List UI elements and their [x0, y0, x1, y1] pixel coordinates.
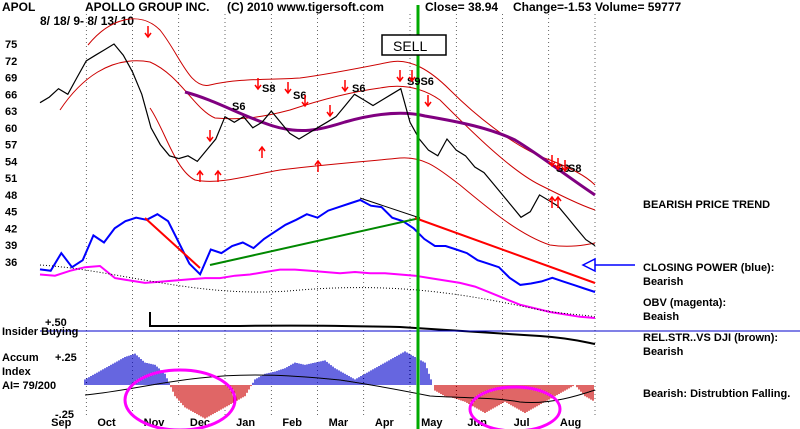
moving-average — [184, 90, 596, 197]
upper-band — [87, 18, 596, 186]
y-tick-label: 72 — [5, 56, 17, 68]
signal-s6: S6 — [352, 83, 365, 95]
closing-power-status: Bearish — [643, 276, 684, 288]
sell-arrowhead — [326, 111, 334, 118]
x-tick-label: Apr — [375, 417, 395, 429]
close-value: Close= 38.94 — [425, 0, 498, 14]
y-tick-label: 36 — [5, 257, 17, 269]
sell-arrowhead — [424, 101, 432, 108]
x-tick-label: Aug — [560, 417, 581, 429]
y-tick-label: 75 — [5, 39, 17, 51]
lower-band — [149, 107, 596, 247]
obv-note: OBV (magenta): — [643, 297, 726, 309]
sell-arrowhead — [144, 32, 152, 39]
sell-arrowhead — [284, 88, 292, 95]
relstr-note: REL.STR..VS DJI (brown): — [643, 332, 778, 344]
buy-arrowhead — [554, 195, 562, 202]
signal-s9s6: S9S6 — [407, 76, 434, 88]
closing-power-note: CLOSING POWER (blue): — [643, 262, 774, 274]
index-label: Index — [2, 366, 32, 378]
support-trendline — [209, 217, 421, 266]
relative-strength-line — [149, 312, 596, 345]
copyright: (C) 2010 www.tigersoft.com — [227, 0, 384, 14]
signal-s6: S6 — [293, 90, 306, 102]
sell-arrowhead — [561, 166, 569, 173]
ticker: APOL — [2, 0, 35, 14]
downtrend-line — [144, 217, 201, 269]
x-axis: Sep Oct Nov Dec Jan Feb Mar Apr May Jun Jul Aug — [51, 417, 581, 429]
sell-box — [381, 34, 447, 56]
accum-label: Accum — [2, 352, 39, 364]
relstr-status: Bearish — [643, 346, 684, 358]
sell-arrowhead — [408, 76, 416, 83]
sell-arrowhead — [548, 161, 556, 168]
accum-ma — [84, 374, 596, 404]
bearish-trend-note: BEARISH PRICE TREND — [643, 199, 770, 211]
x-tick-label: Mar — [329, 417, 349, 429]
obv-dotted — [39, 264, 596, 318]
x-tick-label: Jul — [514, 417, 530, 429]
volume-value: Volume= 59777 — [595, 0, 681, 14]
obv-status: Beaish — [643, 311, 679, 323]
company-name: APOLLO GROUP INC. — [85, 0, 209, 14]
closing-power-line — [39, 198, 596, 293]
y-tick-label: 48 — [5, 190, 17, 202]
distribution-ellipse-2 — [468, 385, 562, 429]
buy-arrowhead — [196, 169, 204, 176]
bollinger-bands — [59, 18, 596, 247]
buy-arrowhead — [314, 159, 322, 166]
signal-arrows — [144, 26, 569, 208]
resistance-trendline — [414, 217, 596, 284]
distribution-ellipse-1 — [123, 368, 237, 429]
sell-arrowhead — [341, 86, 349, 93]
middle-band — [59, 60, 596, 211]
insider-label: Insider Buying — [2, 326, 78, 338]
y-tick-label: 54 — [5, 156, 18, 168]
closing-power-pointer-arrow — [581, 257, 596, 273]
sell-arrowhead — [254, 84, 262, 91]
x-tick-label: Jun — [467, 417, 487, 429]
obv-line — [39, 264, 596, 319]
y-tick-label: 63 — [5, 106, 17, 118]
plus25-label: +.25 — [55, 352, 77, 364]
x-tick-label: Sep — [51, 417, 71, 429]
buy-arrowhead — [258, 145, 266, 152]
date-range: 8/ 18/ 9- 8/ 13/ 10 — [40, 14, 134, 28]
y-tick-label: 60 — [5, 123, 17, 135]
signal-s8: S8 — [568, 163, 581, 175]
buy-arrowhead — [548, 195, 556, 202]
minus25-label: -.25 — [55, 409, 74, 421]
sell-arrowhead — [206, 136, 214, 143]
y-axis: 75 72 69 66 63 60 57 54 51 48 45 42 39 36 — [5, 39, 18, 269]
y-tick-label: 51 — [5, 173, 17, 185]
x-tick-label: Oct — [97, 417, 116, 429]
top-trendline — [359, 197, 421, 219]
plus50-label: +.50 — [45, 317, 67, 329]
y-tick-label: 69 — [5, 73, 17, 85]
signal-s6: S6 — [232, 101, 245, 113]
signal-s8: S8 — [262, 83, 275, 95]
y-tick-label: 39 — [5, 240, 17, 252]
sell-arrowhead — [396, 76, 404, 83]
change-value: Change=-1.53 — [513, 0, 592, 14]
price-line — [39, 43, 596, 247]
sell-arrowhead — [554, 164, 562, 171]
sell-arrowhead — [301, 101, 309, 108]
y-tick-label: 57 — [5, 140, 17, 152]
accum-index-bars — [84, 351, 594, 419]
x-tick-label: Feb — [282, 417, 302, 429]
x-tick-label: Jan — [236, 417, 255, 429]
y-tick-label: 45 — [5, 207, 17, 219]
ai-label: AI= 79/200 — [2, 380, 56, 392]
sell-label: SELL — [393, 38, 427, 54]
y-tick-label: 66 — [5, 89, 17, 101]
y-tick-label: 42 — [5, 223, 17, 235]
buy-arrowhead — [214, 169, 222, 176]
x-tick-label: May — [421, 417, 443, 429]
accum-note: Bearish: Distrubtion Falling. — [643, 388, 790, 400]
